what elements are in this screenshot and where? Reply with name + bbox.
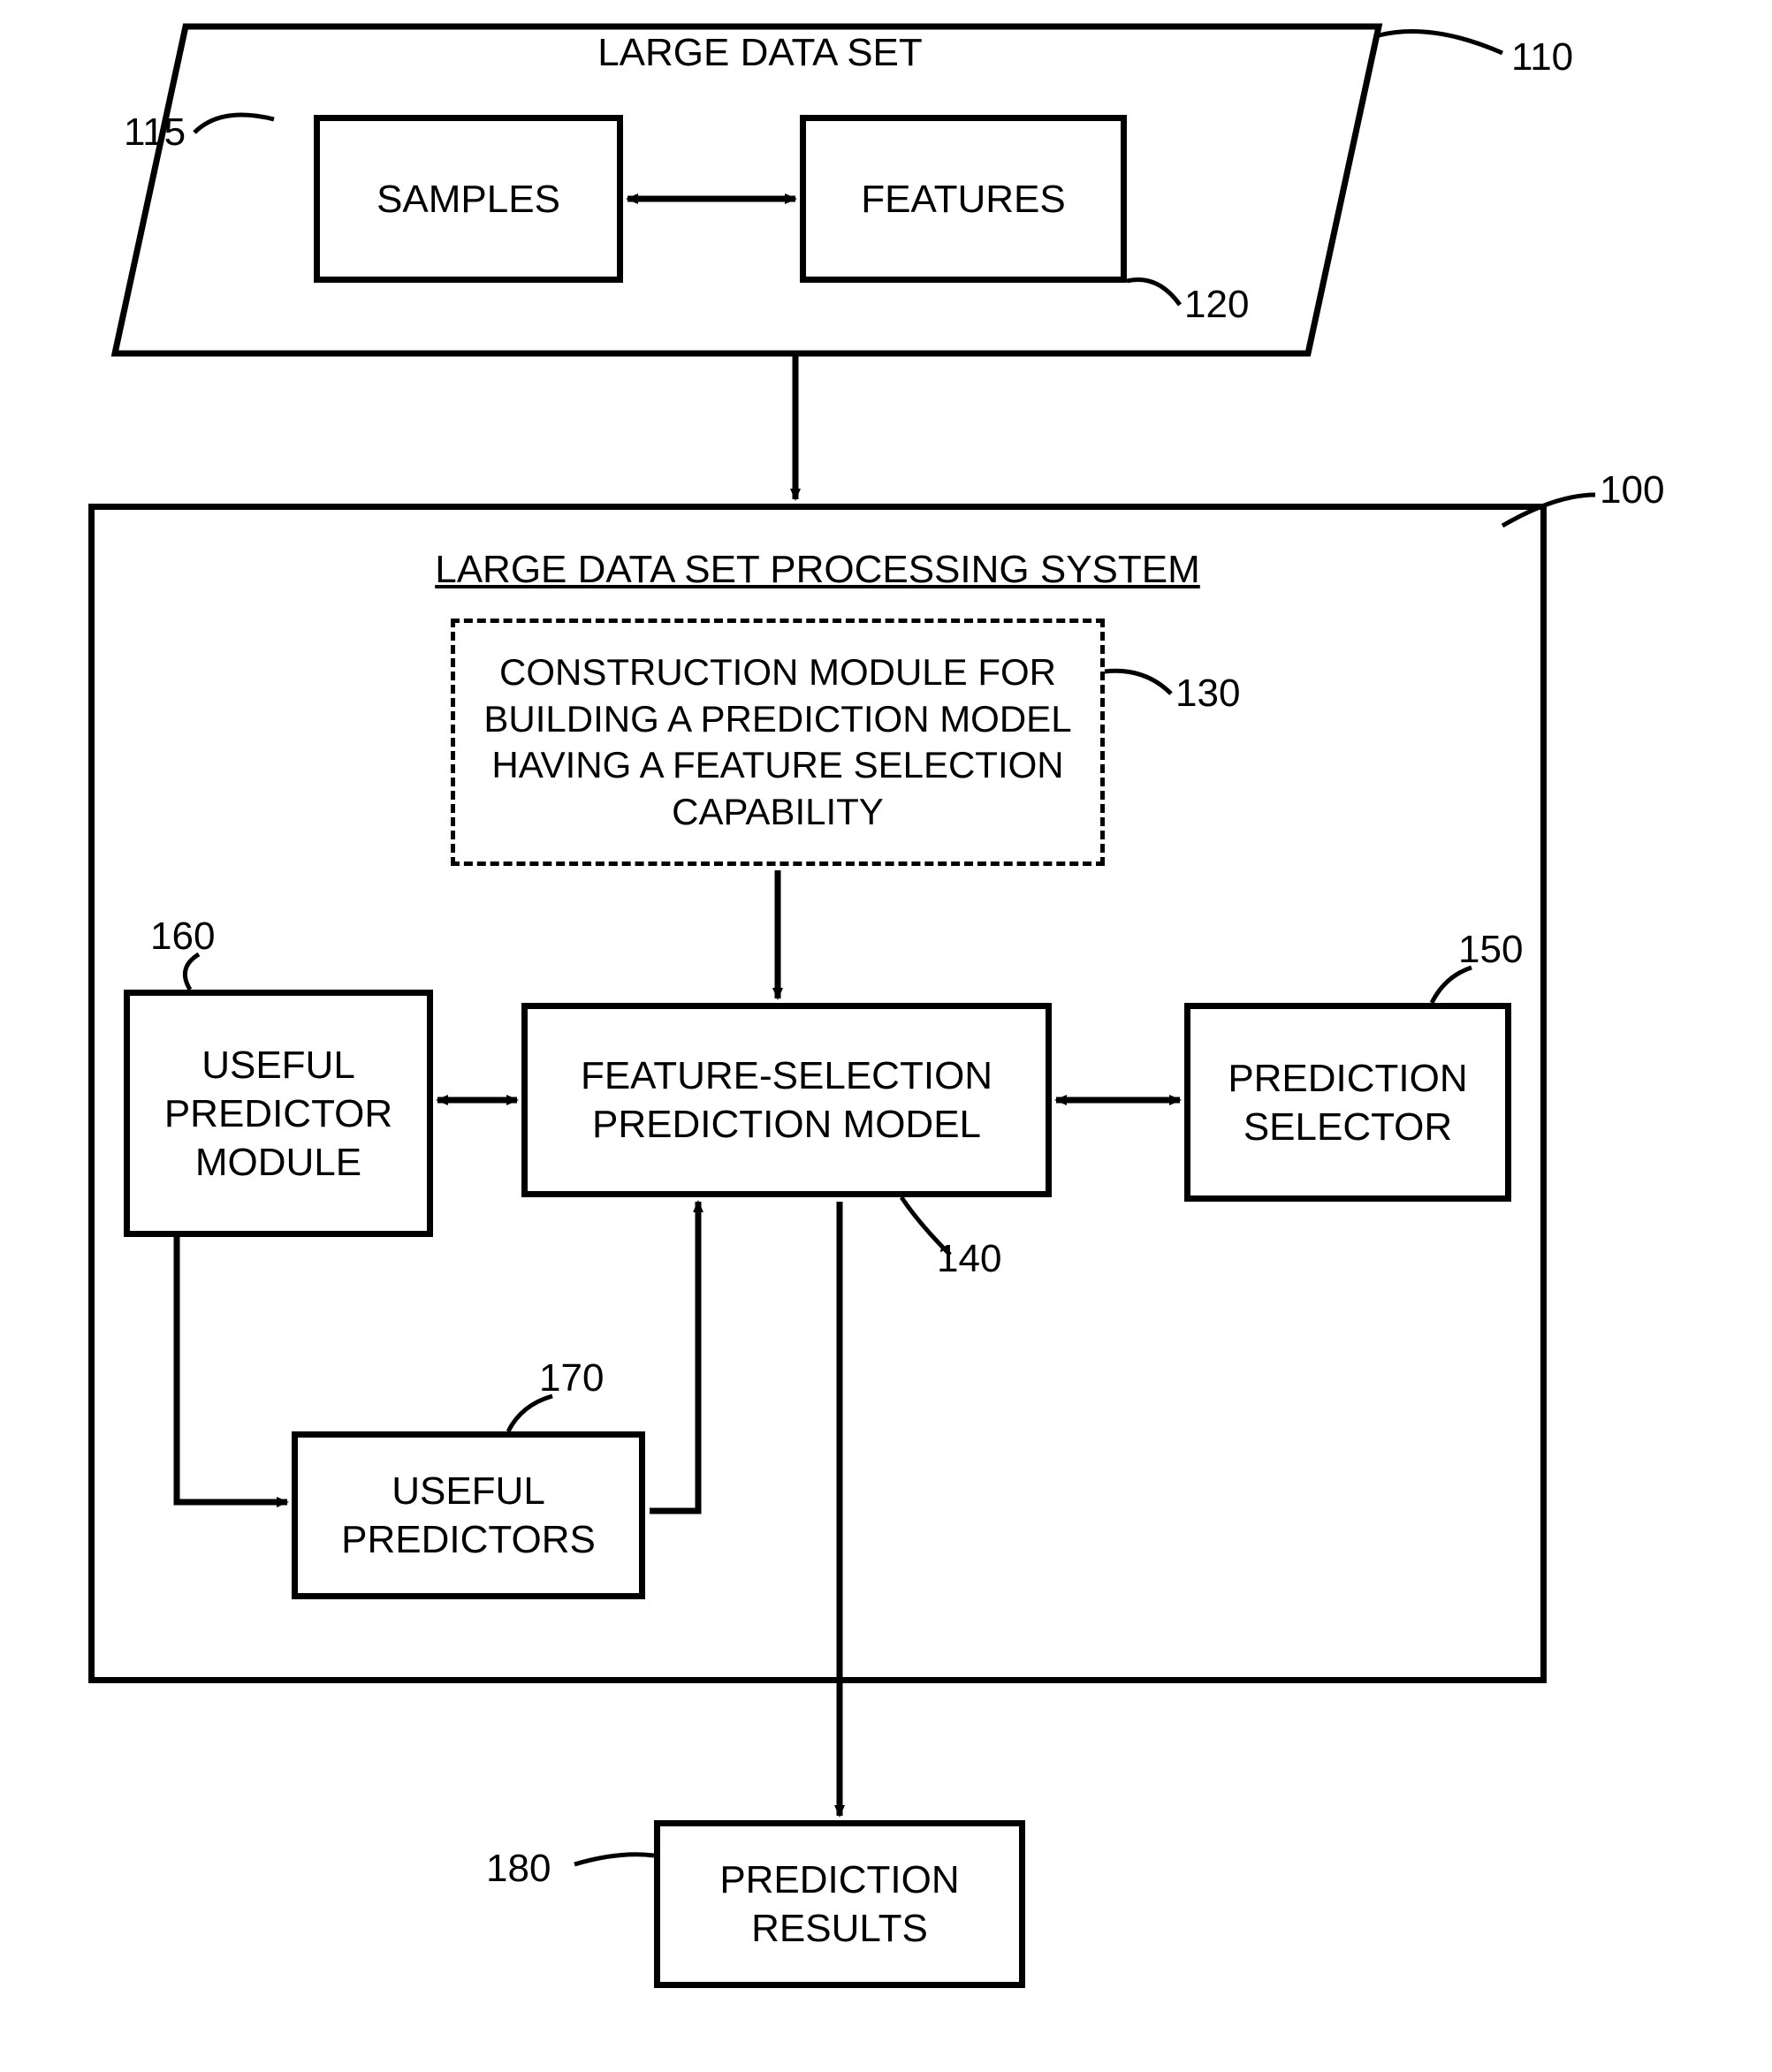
- ref-180: 180: [486, 1847, 551, 1891]
- ref-150: 150: [1458, 928, 1523, 972]
- ref-170: 170: [539, 1356, 604, 1400]
- samples-box: SAMPLES: [314, 115, 623, 283]
- features-box: FEATURES: [800, 115, 1127, 283]
- ref-115: 115: [124, 110, 186, 155]
- useful-predictor-module-box: USEFUL PREDICTOR MODULE: [124, 990, 433, 1237]
- system-title: LARGE DATA SET PROCESSING SYSTEM: [345, 548, 1290, 592]
- useful-predictors-box: USEFUL PREDICTORS: [292, 1431, 645, 1599]
- prediction-selector-box: PREDICTION SELECTOR: [1184, 1003, 1511, 1202]
- prediction-results-box: PREDICTION RESULTS: [654, 1820, 1025, 1988]
- fs-prediction-model-box: FEATURE-SELECTION PREDICTION MODEL: [521, 1003, 1052, 1197]
- ref-130: 130: [1175, 672, 1240, 716]
- construction-module-box: CONSTRUCTION MODULE FOR BUILDING A PREDI…: [451, 619, 1105, 866]
- large-data-set-title: LARGE DATA SET: [495, 31, 1025, 75]
- ref-140: 140: [937, 1237, 1001, 1281]
- ref-160: 160: [150, 915, 215, 959]
- ref-110: 110: [1511, 35, 1573, 80]
- ref-120: 120: [1184, 283, 1249, 327]
- ref-100: 100: [1600, 468, 1664, 512]
